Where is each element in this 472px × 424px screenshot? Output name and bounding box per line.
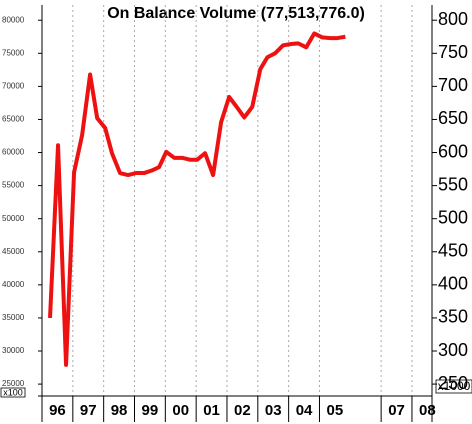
y-tick-label: 30000: [2, 346, 25, 355]
y2-tick-label: 350: [438, 307, 468, 327]
y-tick-label: 40000: [2, 280, 25, 289]
y2-tick-label: 650: [438, 108, 468, 128]
x-tick-label: 02: [234, 402, 251, 419]
y2-tick-label: 400: [438, 274, 468, 294]
y-tick-label: 25000: [2, 379, 25, 388]
chart-title: On Balance Volume (77,513,776.0): [107, 5, 365, 22]
x-tick-label: 01: [203, 402, 220, 419]
x-tick-label: 98: [111, 402, 128, 419]
x-tick-label: 99: [142, 402, 159, 419]
x-tick-label: 05: [327, 402, 344, 419]
x-tick-label: 00: [172, 402, 189, 419]
x-tick-label: 96: [49, 402, 66, 419]
y2-tick-label: 250: [438, 373, 468, 393]
y2-tick-label: 450: [438, 241, 468, 261]
y-unit-label: x100: [3, 387, 23, 397]
y2-tick-label: 300: [438, 340, 468, 360]
x-tick-label: 97: [80, 402, 97, 419]
y-tick-label: 45000: [2, 247, 25, 256]
y2-tick-label: 800: [438, 9, 468, 29]
x-tick-label: 03: [265, 402, 282, 419]
y2-tick-label: 600: [438, 141, 468, 161]
y-tick-label: 70000: [2, 81, 25, 90]
y2-tick-label: 700: [438, 75, 468, 95]
y2-tick-label: 550: [438, 174, 468, 194]
y-tick-label: 80000: [2, 15, 25, 24]
y2-tick-label: 500: [438, 207, 468, 227]
y2-unit-label: x1000: [438, 379, 471, 393]
y-tick-label: 65000: [2, 115, 25, 124]
unit-box: [435, 379, 472, 394]
y-tick-label: 55000: [2, 181, 25, 190]
y-tick-label: 75000: [2, 48, 25, 57]
y-tick-label: 50000: [2, 214, 25, 223]
line-series: [48, 31, 346, 367]
unit-box: [0, 387, 26, 398]
x-tick-label: 07: [388, 402, 405, 419]
y-tick-label: 35000: [2, 313, 25, 322]
y-tick-label: 60000: [2, 148, 25, 157]
y2-tick-label: 750: [438, 42, 468, 62]
x-tick-label: 08: [419, 402, 436, 419]
x-tick-label: 04: [296, 402, 313, 419]
